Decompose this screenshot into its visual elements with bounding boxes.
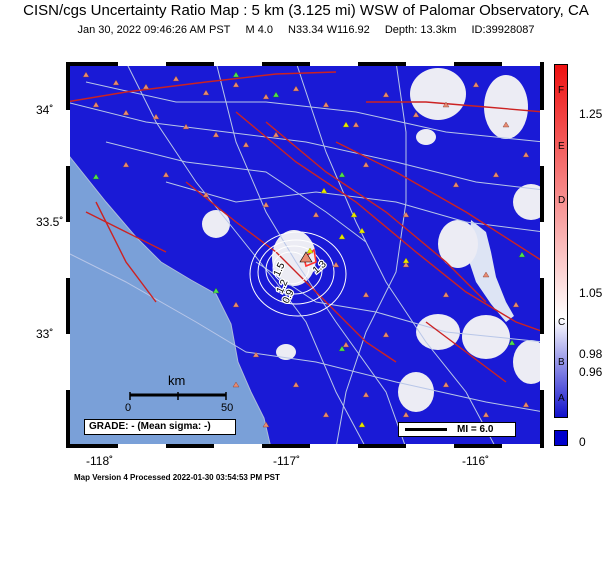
lat-label-33: 33˚: [36, 327, 54, 341]
colorbar-value-0: 0: [579, 435, 586, 449]
mi-legend-bar: [405, 428, 447, 431]
lon-label-117: -117˚: [273, 454, 301, 468]
map-title: CISN/cgs Uncertainty Ratio Map : 5 km (3…: [23, 2, 589, 19]
colorbar-zero-swatch: [554, 430, 568, 446]
faults: [66, 71, 544, 383]
station-markers: [82, 71, 530, 428]
event-location: N33.34 W116.92: [288, 24, 370, 36]
map-border-ticks: [66, 62, 544, 448]
scale-bar-end: 50: [221, 402, 234, 414]
event-id: ID:39928087: [471, 24, 535, 36]
colorbar-letter-b: B: [558, 357, 565, 368]
colorbar-letter-a: A: [558, 393, 565, 404]
salton-sea: [468, 220, 514, 322]
scale-bar: [129, 392, 227, 400]
scale-bar-start: 0: [125, 402, 132, 414]
event-depth: Depth: 13.3km: [384, 24, 457, 36]
station-triangles-green: [92, 71, 526, 352]
colorbar-value-0-96: 0.96: [579, 365, 603, 379]
epicenter-marker: [299, 251, 313, 263]
station-triangles-red: [82, 71, 530, 428]
grade-box: GRADE: - (Mean sigma: -): [84, 419, 236, 435]
lon-label-116: -116˚: [462, 454, 490, 468]
mi-legend-label: MI = 6.0: [457, 424, 494, 435]
event-magnitude: M 4.0: [245, 24, 273, 36]
map-canvas: 1.5 1.2 1.3 0.9: [66, 62, 544, 448]
event-info: Jan 30, 2022 09:46:26 AM PST M 4.0 N33.3…: [0, 24, 612, 36]
mi-legend: MI = 6.0: [398, 422, 516, 437]
uncertainty-map: 1.5 1.2 1.3 0.9: [66, 62, 544, 448]
scale-bar-title: km: [168, 373, 186, 388]
colorbar-letter-d: D: [558, 195, 566, 206]
colorbar-gradient: [554, 64, 568, 418]
uncertainty-contours: [249, 231, 347, 317]
colorbar-value-1-25: 1.25: [579, 107, 603, 121]
colorbar-letter-f: F: [558, 85, 565, 96]
colorbar-letter-e: E: [558, 141, 565, 152]
lat-label-33-5: 33.5˚: [36, 215, 64, 229]
lat-label-34: 34˚: [36, 103, 54, 117]
roads: [66, 62, 544, 448]
lon-label-118: -118˚: [86, 454, 114, 468]
station-triangles-yellow: [306, 121, 410, 428]
event-date: Jan 30, 2022 09:46:26 AM PST: [77, 24, 231, 36]
map-version-footer: Map Version 4 Processed 2022-01-30 03:54…: [74, 473, 280, 482]
colorbar-letter-c: C: [558, 317, 566, 328]
colorbar-value-0-98: 0.98: [579, 347, 603, 361]
colorbar-value-1-05: 1.05: [579, 286, 603, 300]
